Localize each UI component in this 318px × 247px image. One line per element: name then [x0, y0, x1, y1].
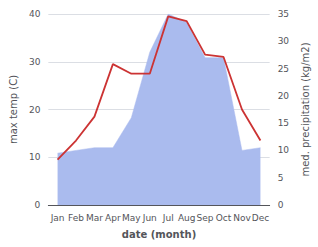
svg-text:Oct: Oct — [216, 213, 232, 223]
svg-text:35: 35 — [278, 9, 289, 19]
svg-text:Nov: Nov — [233, 213, 251, 223]
svg-text:15: 15 — [278, 118, 289, 128]
svg-text:10: 10 — [278, 145, 290, 155]
svg-text:5: 5 — [278, 173, 284, 183]
svg-text:30: 30 — [278, 36, 290, 46]
svg-text:date (month): date (month) — [122, 229, 196, 240]
svg-text:30: 30 — [29, 57, 41, 67]
svg-text:Sep: Sep — [197, 213, 214, 223]
svg-text:Dec: Dec — [252, 213, 269, 223]
svg-text:40: 40 — [29, 9, 41, 19]
svg-text:10: 10 — [29, 152, 41, 162]
svg-text:0: 0 — [278, 200, 284, 210]
svg-text:Jan: Jan — [50, 213, 65, 223]
svg-text:Jul: Jul — [162, 213, 174, 223]
svg-text:Aug: Aug — [178, 213, 196, 223]
svg-text:25: 25 — [278, 64, 289, 74]
svg-text:20: 20 — [29, 105, 41, 115]
svg-text:max temp (C): max temp (C) — [8, 75, 19, 144]
svg-text:Feb: Feb — [68, 213, 84, 223]
svg-text:med. precipitation (kg/m2): med. precipitation (kg/m2) — [300, 42, 311, 176]
svg-text:0: 0 — [35, 200, 41, 210]
svg-text:May: May — [122, 213, 141, 223]
svg-text:20: 20 — [278, 91, 290, 101]
svg-text:Apr: Apr — [105, 213, 121, 223]
svg-text:Mar: Mar — [86, 213, 103, 223]
svg-text:Jun: Jun — [142, 213, 157, 223]
